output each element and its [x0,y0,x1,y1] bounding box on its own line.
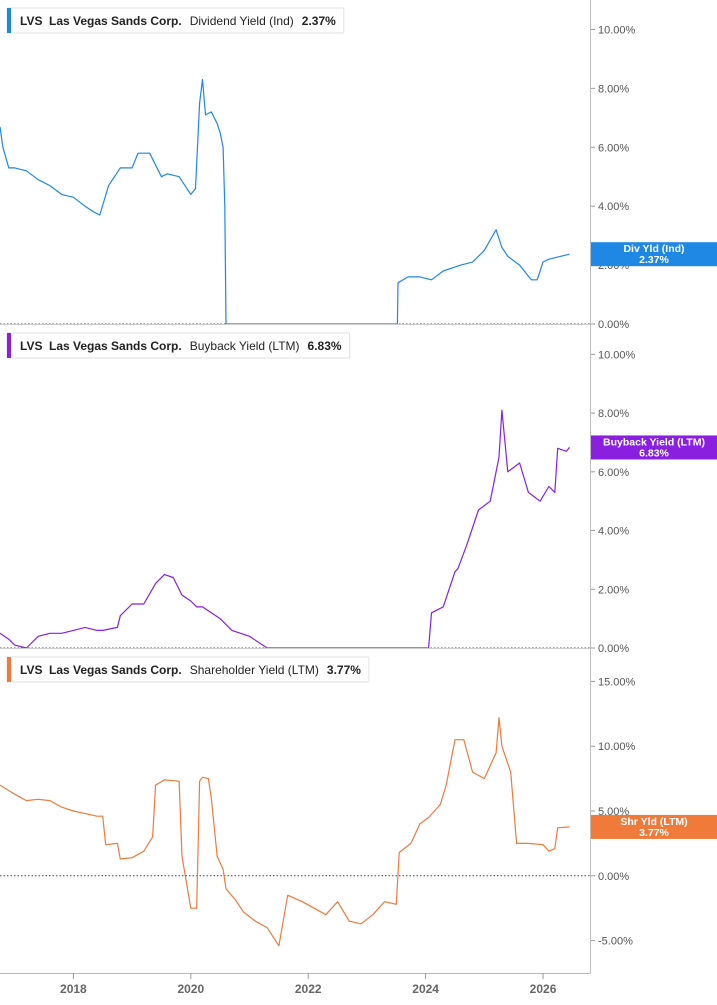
x-tick-label: 2026 [530,982,557,996]
buyback-yield-y-tick-label: 0.00% [598,643,629,655]
shareholder-yield-badge-label: Shr Yld (LTM) [620,816,687,828]
dividend-yield-y-tick-label: 0.00% [598,319,629,331]
dividend-yield-y-tick-label: 4.00% [598,201,629,213]
buyback-yield-legend-swatch [7,333,11,358]
shareholder-yield-y-tick-label: 0.00% [598,871,629,883]
buyback-yield-series-line [0,409,570,649]
dividend-yield-y-tick-label: 6.00% [598,142,629,154]
buyback-yield-y-tick-label: 4.00% [598,526,629,538]
shareholder-yield-badge-value: 3.77% [639,827,669,839]
dividend-yield-series-line [0,78,570,325]
dividend-yield-value-badge [591,242,717,267]
buyback-yield-y-tick-label: 6.00% [598,467,629,479]
shareholder-yield-y-tick-label: 10.00% [598,741,636,753]
dividend-yield-y-tick-label: 8.00% [598,83,629,95]
dividend-yield-legend-swatch [7,8,11,33]
shareholder-yield-legend-ticker: LVS [20,663,42,677]
buyback-yield-legend-company: Las Vegas Sands Corp. [49,339,182,353]
buyback-yield-y-tick-label: 8.00% [598,408,629,420]
dividend-yield-badge-label: Div Yld (Ind) [623,243,684,255]
dividend-yield-legend-metric: Dividend Yield (Ind) [190,14,294,28]
buyback-yield-y-tick-label: 2.00% [598,584,629,596]
buyback-yield-value-badge [591,435,717,460]
buyback-yield-legend-metric: Buyback Yield (LTM) [190,339,300,353]
dividend-yield-y-tick-label: 10.00% [598,24,636,36]
buyback-yield-legend-value: 6.83% [308,339,342,353]
dividend-yield-legend-ticker: LVS [20,14,42,28]
x-tick-label: 2024 [412,982,439,996]
x-tick-label: 2022 [295,982,322,996]
x-tick-label: 2020 [177,982,204,996]
buyback-yield-legend-ticker: LVS [20,339,42,353]
shareholder-yield-legend-swatch [7,657,11,682]
shareholder-yield-legend-company: Las Vegas Sands Corp. [49,663,182,677]
shareholder-yield-y-tick-label: -5.00% [598,936,633,948]
shareholder-yield-legend-metric: Shareholder Yield (LTM) [190,663,319,677]
shareholder-yield-legend-value: 3.77% [327,663,361,677]
shareholder-yield-y-tick-label: 15.00% [598,676,636,688]
buyback-yield-badge-label: Buyback Yield (LTM) [603,436,705,448]
dividend-yield-badge-value: 2.37% [639,254,669,266]
dividend-yield-legend-company: Las Vegas Sands Corp. [49,14,182,28]
x-tick-label: 2018 [60,982,87,996]
buyback-yield-badge-value: 6.83% [639,447,669,459]
buyback-yield-y-tick-label: 10.00% [598,349,636,361]
shareholder-yield-series-line [0,717,570,947]
shareholder-yield-value-badge [591,814,717,839]
dividend-yield-legend-value: 2.37% [302,14,336,28]
